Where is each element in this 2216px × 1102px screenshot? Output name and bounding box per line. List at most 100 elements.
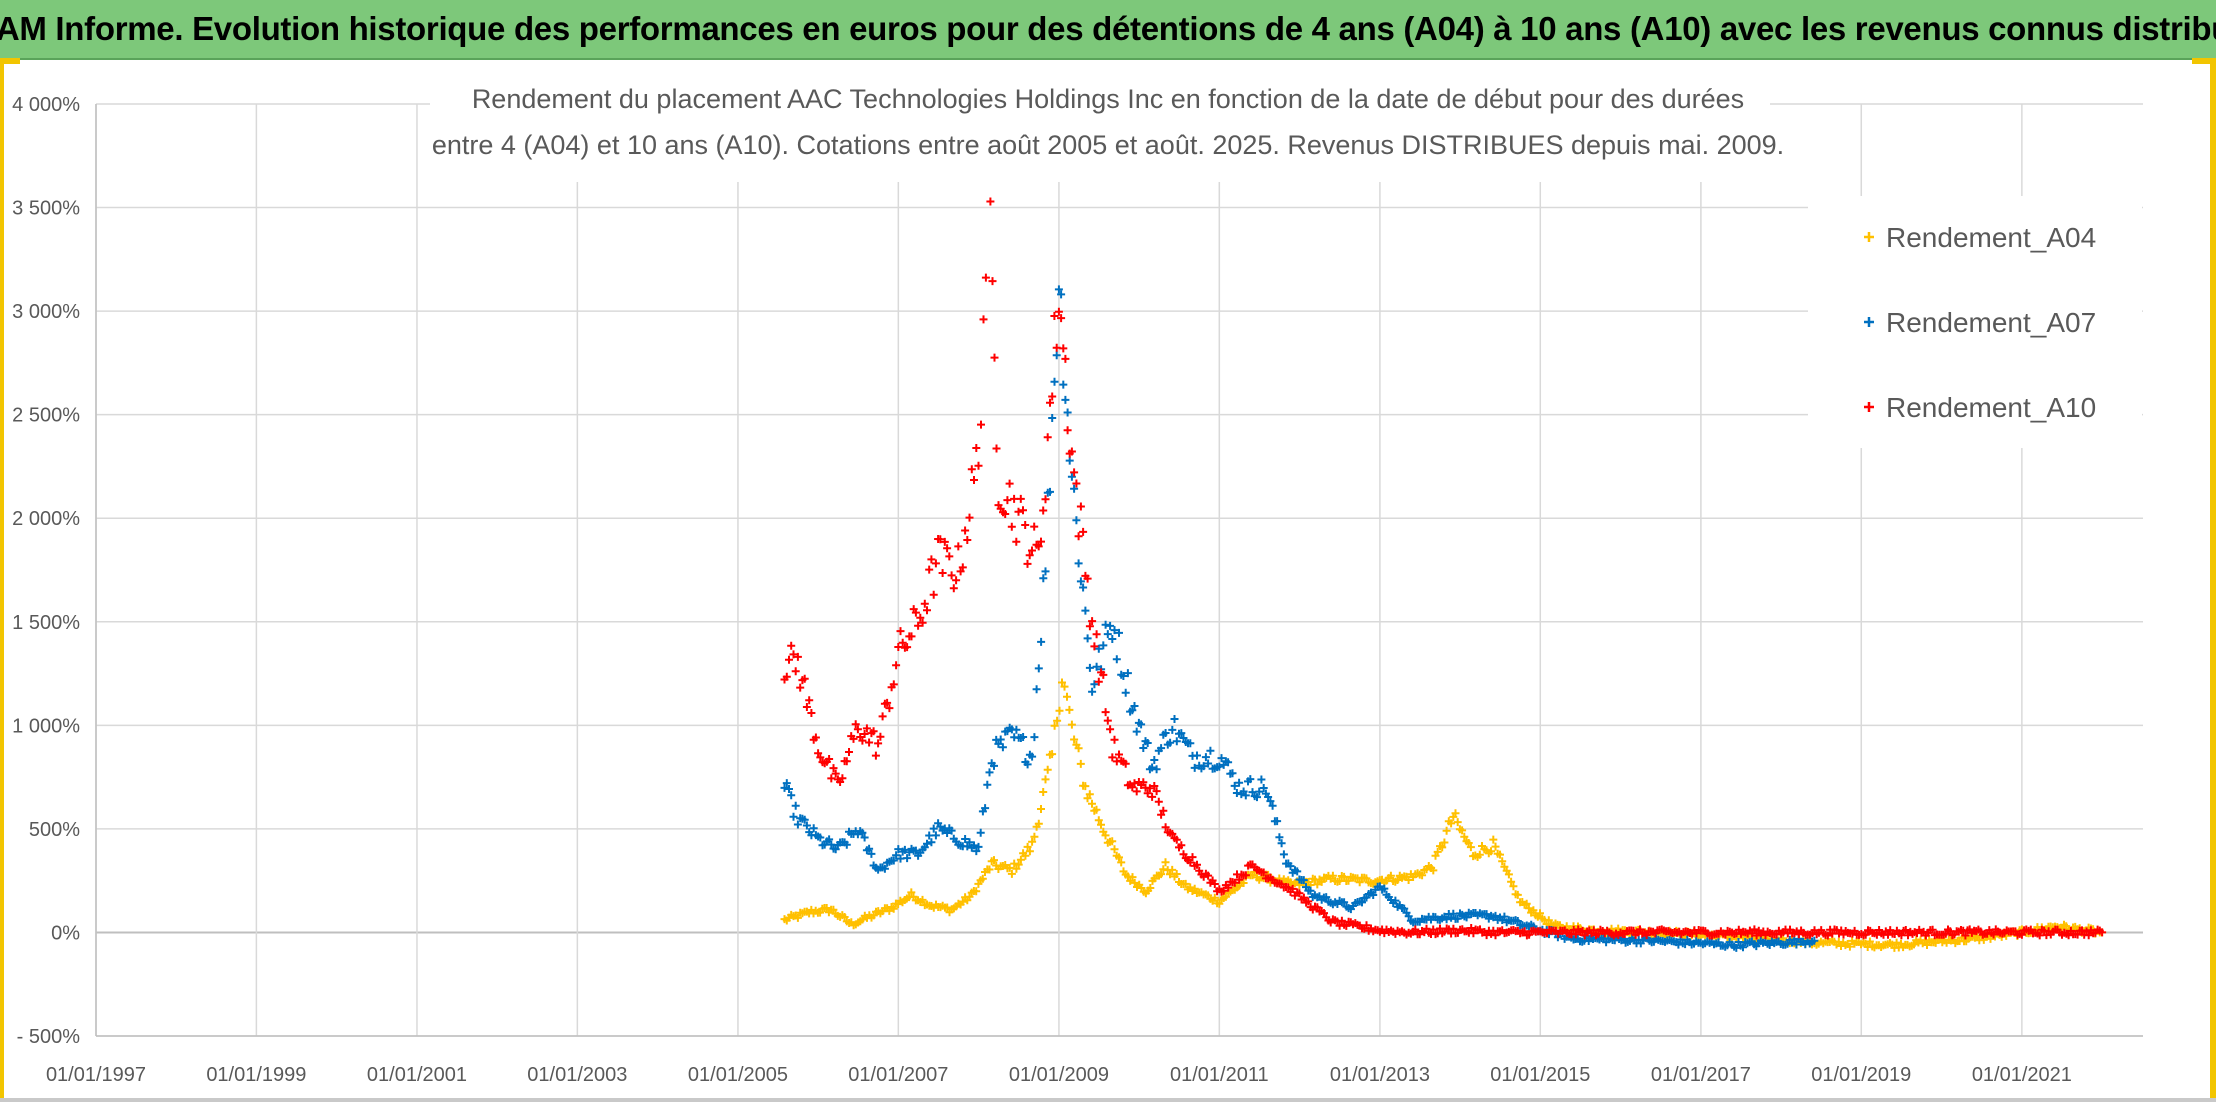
x-tick-label: 01/01/2021 [1972,1064,2072,1086]
data-point [1544,916,1553,925]
data-point [2098,928,2107,937]
data-point [1313,903,1322,912]
data-point [1032,685,1041,694]
data-point [1386,871,1395,880]
data-point [831,769,840,778]
data-point [1057,314,1066,323]
data-point [965,892,974,901]
data-point [1159,806,1168,815]
data-point [1172,737,1181,746]
data-point [1489,835,1498,844]
data-point [1941,929,1950,938]
data-point [1046,398,1054,407]
data-point [1299,893,1308,902]
data-point [1001,510,1010,518]
data-point [838,774,847,783]
y-tick-label: 2 000% [12,508,80,530]
data-point [1108,753,1117,762]
data-point [1030,832,1039,841]
data-point [825,835,834,844]
data-point [1037,637,1046,646]
data-point [931,831,940,840]
data-point [1110,626,1119,635]
data-point [1217,754,1226,763]
data-point [1810,926,1819,935]
data-point [1467,924,1476,932]
data-point [1130,702,1139,710]
data-point [1039,788,1048,796]
data-point [945,552,954,561]
data-point [1003,496,1012,505]
data-point [1436,924,1444,933]
data-point [1273,817,1282,826]
data-point [1391,896,1400,905]
data-point [1016,855,1025,864]
data-point [1513,890,1522,899]
data-point [1106,725,1115,734]
data-point [1072,516,1081,525]
data-point [1253,793,1261,802]
data-point [1186,858,1195,867]
data-point [1453,914,1462,923]
data-point [1491,931,1500,940]
data-point [1466,843,1475,852]
data-point [858,828,867,837]
data-point [1065,456,1074,465]
data-point [1067,472,1076,481]
data-point [1286,862,1295,871]
data-point [1061,354,1070,363]
data-point [961,526,970,535]
data-point [898,638,907,647]
data-point [1845,942,1854,951]
data-point [1014,860,1023,869]
data-point [1571,930,1580,939]
data-point [1021,851,1030,860]
data-point [889,856,898,865]
data-point [1092,805,1101,814]
y-tick-label: 500% [29,819,80,841]
data-point [1355,878,1364,887]
data-point [851,720,860,729]
data-point [1092,662,1101,671]
data-point [1023,842,1032,851]
data-point [1464,839,1473,847]
data-point [809,824,818,833]
data-point [938,569,947,577]
y-tick-label: 4 000% [12,94,80,116]
data-point [981,804,990,813]
data-point [1168,829,1177,838]
data-point [925,831,934,840]
data-point [1442,826,1451,835]
data-point [1025,847,1034,856]
data-point [996,735,1005,744]
data-point [1458,826,1467,835]
data-point [1130,779,1139,788]
y-tick-label: - 500% [17,1026,81,1048]
data-point [883,698,892,707]
data-point [1190,884,1199,893]
x-tick-label: 01/01/1997 [46,1064,146,1086]
data-point [1239,879,1248,887]
data-point [829,764,838,773]
data-point [1400,904,1409,913]
data-point [1475,850,1484,859]
data-point [1132,727,1141,736]
data-point [1317,877,1326,886]
data-point [842,757,851,766]
data-point [1025,551,1034,560]
data-point [1088,617,1097,626]
data-point [985,768,994,777]
data-point [965,513,974,522]
data-point [802,703,811,711]
x-tick-label: 01/01/2009 [1009,1064,1109,1086]
data-point [1050,312,1059,320]
data-point [1752,931,1761,940]
legend-marker [1864,232,1874,242]
data-point [1204,871,1213,880]
data-point [1088,687,1097,696]
data-point [1404,912,1413,921]
data-point [1507,877,1516,886]
data-point [1266,797,1275,806]
data-point [1055,706,1064,715]
